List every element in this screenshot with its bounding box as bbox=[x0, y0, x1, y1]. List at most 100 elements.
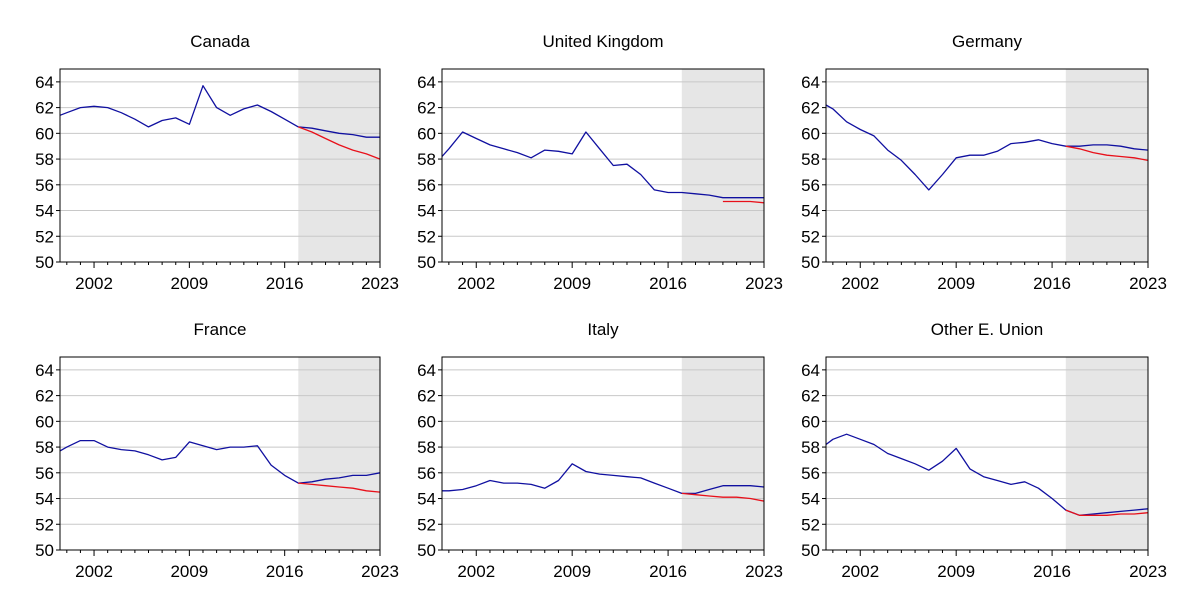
y-tick-label: 58 bbox=[801, 438, 820, 457]
x-tick-label: 2016 bbox=[266, 274, 304, 293]
y-tick-label: 52 bbox=[35, 227, 54, 246]
y-tick-label: 62 bbox=[35, 99, 54, 118]
x-tick-label: 2002 bbox=[841, 562, 879, 581]
y-tick-label: 58 bbox=[35, 438, 54, 457]
y-tick-label: 50 bbox=[417, 541, 436, 560]
series-line-blue bbox=[442, 463, 765, 495]
series-line-red bbox=[1065, 509, 1149, 516]
forecast-shading bbox=[298, 357, 380, 550]
y-tick-label: 54 bbox=[35, 202, 54, 221]
y-tick-label: 50 bbox=[801, 253, 820, 272]
y-tick-label: 52 bbox=[417, 515, 436, 534]
y-tick-label: 58 bbox=[417, 438, 436, 457]
y-tick-label: 50 bbox=[35, 253, 54, 272]
y-tick-label: 52 bbox=[417, 227, 436, 246]
y-tick-label: 52 bbox=[801, 515, 820, 534]
chart-title: Germany bbox=[952, 32, 1022, 51]
forecast-shading bbox=[1065, 357, 1148, 550]
y-tick-label: 56 bbox=[35, 176, 54, 195]
x-tick-label: 2023 bbox=[745, 274, 783, 293]
x-tick-label: 2016 bbox=[266, 562, 304, 581]
forecast-shading bbox=[1065, 69, 1148, 262]
y-tick-label: 54 bbox=[801, 490, 820, 509]
x-tick-label: 2016 bbox=[1033, 274, 1071, 293]
series-line-blue bbox=[825, 104, 1149, 191]
y-tick-label: 64 bbox=[35, 361, 54, 380]
y-tick-label: 54 bbox=[35, 490, 54, 509]
y-tick-label: 52 bbox=[35, 515, 54, 534]
y-tick-label: 50 bbox=[801, 541, 820, 560]
chart-panel: 50 52 54 56 58 60 62 64 2002 2009 2016 2023 France bbox=[35, 320, 399, 581]
y-tick-label: 60 bbox=[35, 124, 54, 143]
y-tick-label: 64 bbox=[801, 73, 820, 92]
y-tick-label: 64 bbox=[35, 73, 54, 92]
x-tick-label: 2002 bbox=[75, 274, 113, 293]
series-line-red bbox=[722, 200, 765, 204]
plot-frame bbox=[825, 356, 1149, 551]
plot-frame bbox=[825, 68, 1149, 263]
y-tick-label: 62 bbox=[417, 387, 436, 406]
plot-frame bbox=[441, 68, 765, 263]
y-tick-label: 60 bbox=[801, 124, 820, 143]
x-tick-label: 2002 bbox=[457, 562, 495, 581]
plot-frame bbox=[59, 68, 381, 263]
chart-title: Other E. Union bbox=[931, 320, 1043, 339]
x-tick-label: 2023 bbox=[1129, 562, 1167, 581]
y-tick-label: 56 bbox=[35, 464, 54, 483]
x-tick-label: 2002 bbox=[841, 274, 879, 293]
x-tick-label: 2009 bbox=[937, 274, 975, 293]
y-tick-label: 58 bbox=[35, 150, 54, 169]
chart-title: United Kingdom bbox=[543, 32, 664, 51]
x-tick-label: 2002 bbox=[75, 562, 113, 581]
chart-panel: 50 52 54 56 58 60 62 64 2002 2009 2016 2023 United K… bbox=[417, 32, 783, 293]
series-line-red bbox=[298, 482, 381, 493]
y-tick-label: 64 bbox=[417, 73, 436, 92]
y-tick-label: 62 bbox=[417, 99, 436, 118]
chart-panel: 50 52 54 56 58 60 62 64 2002 2009 2016 2023 Canada bbox=[35, 32, 399, 293]
y-tick-label: 64 bbox=[801, 361, 820, 380]
x-tick-label: 2016 bbox=[1033, 562, 1071, 581]
x-tick-label: 2009 bbox=[170, 274, 208, 293]
series-line-red bbox=[298, 126, 381, 160]
chart-panel: 50 52 54 56 58 60 62 64 2002 2009 2016 2023 Germany bbox=[801, 32, 1167, 293]
y-tick-label: 54 bbox=[417, 202, 436, 221]
plot-frame bbox=[59, 356, 381, 551]
chart-panel: 50 52 54 56 58 60 62 64 2002 2009 2016 2023 Other E.… bbox=[801, 320, 1167, 581]
series-line-blue bbox=[825, 433, 1149, 516]
y-tick-label: 60 bbox=[35, 412, 54, 431]
x-tick-label: 2023 bbox=[745, 562, 783, 581]
x-tick-label: 2023 bbox=[361, 562, 399, 581]
series-line-blue bbox=[59, 439, 381, 484]
x-tick-label: 2016 bbox=[649, 274, 687, 293]
y-tick-label: 54 bbox=[801, 202, 820, 221]
forecast-shading bbox=[681, 69, 764, 262]
y-tick-label: 56 bbox=[417, 464, 436, 483]
chart-panel: 50 52 54 56 58 60 62 64 2002 2009 2016 2023 Italy bbox=[417, 320, 783, 581]
x-tick-label: 2002 bbox=[457, 274, 495, 293]
y-tick-label: 52 bbox=[801, 227, 820, 246]
chart-title: France bbox=[194, 320, 247, 339]
series-line-red bbox=[681, 492, 765, 502]
y-tick-label: 62 bbox=[35, 387, 54, 406]
y-tick-label: 60 bbox=[801, 412, 820, 431]
y-tick-label: 62 bbox=[801, 99, 820, 118]
y-tick-label: 56 bbox=[801, 464, 820, 483]
y-tick-label: 58 bbox=[417, 150, 436, 169]
y-tick-label: 60 bbox=[417, 412, 436, 431]
x-tick-label: 2016 bbox=[649, 562, 687, 581]
forecast-shading bbox=[298, 69, 380, 262]
x-tick-label: 2023 bbox=[1129, 274, 1167, 293]
x-tick-label: 2009 bbox=[553, 562, 591, 581]
y-tick-label: 54 bbox=[417, 490, 436, 509]
forecast-shading bbox=[681, 357, 764, 550]
y-tick-label: 64 bbox=[417, 361, 436, 380]
y-tick-label: 62 bbox=[801, 387, 820, 406]
y-tick-label: 50 bbox=[35, 541, 54, 560]
series-line-blue bbox=[441, 131, 764, 199]
series-line-red bbox=[1065, 145, 1149, 162]
chart-title: Canada bbox=[190, 32, 250, 51]
x-tick-label: 2009 bbox=[553, 274, 591, 293]
chart-title: Italy bbox=[587, 320, 619, 339]
